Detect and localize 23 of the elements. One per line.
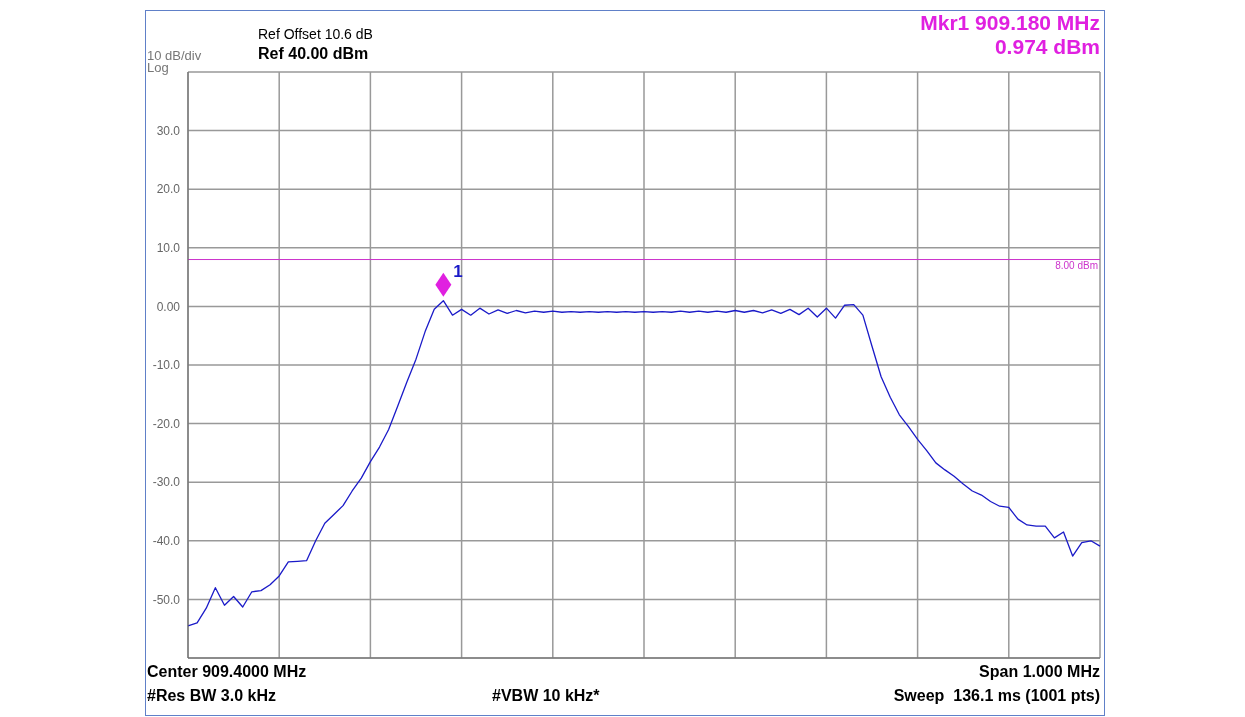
text: 0.974 dBm [994,35,1100,58]
y-tick-label: 10.0 [156,241,181,256]
y-tick-label: -30.0 [152,475,181,490]
text: 10 dB/div [147,48,202,63]
y-tick-label: 20.0 [156,182,181,197]
text: #Res BW 3.0 kHz [147,687,276,704]
y-tick-label: 0.00 [156,299,181,314]
text: #VBW 10 kHz* [492,687,600,704]
text: Mkr1 909.180 MHz [920,11,1100,34]
line-series [187,300,1101,627]
y-tick-label: -20.0 [152,416,181,431]
text: Ref Offset 10.6 dB [258,26,373,42]
text: Log [147,60,169,75]
y-tick-label: -50.0 [152,592,181,607]
ref-line-label: 8.00 dBm [1055,259,1098,271]
y-tick-label: -10.0 [152,358,181,373]
text: Span 1.000 MHz [979,663,1100,680]
text: Center 909.4000 MHz [147,663,307,680]
y-tick-label: -40.0 [152,534,181,549]
annotation: 1 [453,261,463,281]
text: Ref 40.00 dBm [258,45,369,62]
y-tick-label: 30.0 [156,123,181,138]
text: Sweep 136.1 ms (1001 pts) [893,687,1100,704]
